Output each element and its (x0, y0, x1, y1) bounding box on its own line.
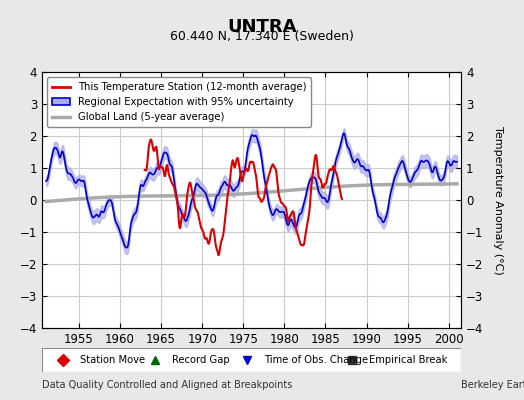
Y-axis label: Temperature Anomaly (°C): Temperature Anomaly (°C) (493, 126, 503, 274)
Text: Station Move: Station Move (80, 355, 145, 365)
Text: Empirical Break: Empirical Break (369, 355, 447, 365)
Text: Berkeley Earth: Berkeley Earth (461, 380, 524, 390)
Text: UNTRA: UNTRA (227, 18, 297, 36)
Text: 60.440 N, 17.340 E (Sweden): 60.440 N, 17.340 E (Sweden) (170, 30, 354, 43)
Legend: This Temperature Station (12-month average), Regional Expectation with 95% uncer: This Temperature Station (12-month avera… (47, 77, 311, 127)
Text: Record Gap: Record Gap (172, 355, 230, 365)
Text: Data Quality Controlled and Aligned at Breakpoints: Data Quality Controlled and Aligned at B… (42, 380, 292, 390)
Text: Time of Obs. Change: Time of Obs. Change (264, 355, 368, 365)
